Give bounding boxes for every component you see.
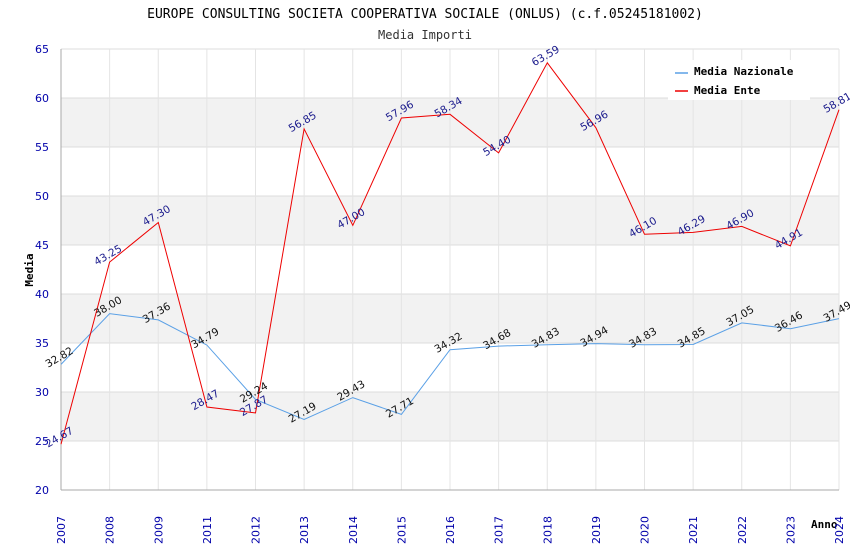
y-tick-label: 30 — [35, 386, 49, 399]
y-tick-label: 60 — [35, 92, 49, 105]
y-tick-label: 50 — [35, 190, 49, 203]
y-tick-label: 40 — [35, 288, 49, 301]
legend: Media Nazionale Media Ente — [668, 60, 810, 100]
x-tick-label: 2018 — [541, 516, 554, 544]
legend-box — [668, 60, 810, 100]
x-tick-label: 2016 — [444, 516, 457, 544]
x-tick-label: 2020 — [639, 516, 652, 544]
data-label: 24.67 — [43, 425, 75, 450]
legend-label-media-nazionale: Media Nazionale — [694, 65, 794, 78]
x-tick-label: 2015 — [395, 516, 408, 544]
x-tick-label: 2011 — [201, 516, 214, 544]
y-tick-label: 45 — [35, 239, 49, 252]
y-tick-label: 55 — [35, 141, 49, 154]
x-tick-label: 2012 — [250, 516, 263, 544]
x-tick-label: 2013 — [298, 516, 311, 544]
x-tick-label: 2009 — [152, 516, 165, 544]
y-tick-label: 25 — [35, 435, 49, 448]
x-tick-label: 2014 — [347, 516, 360, 544]
chart-title: EUROPE CONSULTING SOCIETA COOPERATIVA SO… — [147, 7, 703, 22]
axes — [60, 49, 839, 491]
series-line-media-nazionale — [60, 313, 840, 421]
y-tick-label: 35 — [35, 337, 49, 350]
chart-subtitle: Media Importi — [378, 28, 472, 42]
x-tick-label: 2024 — [833, 516, 846, 544]
series-lines — [60, 61, 840, 445]
x-tick-label: 2017 — [493, 516, 506, 544]
y-tick-label: 65 — [35, 43, 49, 56]
y-axis-label: Media — [23, 253, 36, 286]
x-tick-label: 2022 — [736, 516, 749, 544]
x-axis-ticks: 2007 2008 2009 2011 2012 2013 2014 2015 2016 2017… — [55, 516, 846, 544]
series-line-media-ente — [60, 61, 840, 445]
x-tick-label: 2021 — [687, 516, 700, 544]
x-tick-label: 2008 — [104, 516, 117, 544]
y-tick-label: 20 — [35, 484, 49, 497]
data-label: 43.25 — [92, 243, 124, 268]
x-axis-label: Anno — [811, 518, 838, 531]
y-axis-ticks: 20 25 30 35 40 45 50 55 60 65 — [35, 43, 49, 497]
x-tick-label: 2023 — [784, 516, 797, 544]
x-tick-label: 2007 — [55, 516, 68, 544]
legend-label-media-ente: Media Ente — [694, 84, 761, 97]
x-tick-label: 2019 — [590, 516, 603, 544]
